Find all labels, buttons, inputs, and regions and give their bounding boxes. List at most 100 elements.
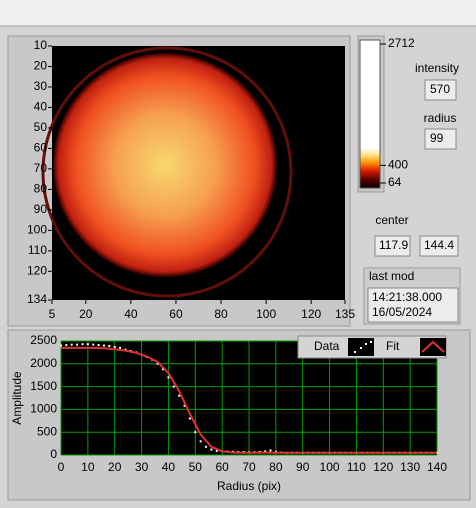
y-tick-label: 100: [27, 223, 47, 237]
y-tick-label: 90: [34, 202, 48, 216]
data-point: [86, 343, 89, 346]
y-tick-label: 10: [34, 38, 48, 52]
data-point: [162, 368, 165, 371]
radius-label: radius: [424, 111, 457, 125]
legend-dot: [354, 351, 356, 353]
fit-line: [61, 346, 437, 454]
data-point: [92, 343, 95, 346]
graph: 0 10 20 30 40 50 60 70 80 90 100 110 120 130 140 0 500 10…: [30, 333, 447, 474]
data-point: [65, 344, 68, 347]
x-tick-label: 100: [256, 307, 276, 321]
data-point: [102, 344, 105, 347]
x-tick-label: 50: [189, 460, 203, 474]
x-tick-label: 70: [242, 460, 256, 474]
x-tick-label: 120: [301, 307, 321, 321]
x-tick-label: 90: [296, 460, 310, 474]
data-point: [199, 440, 202, 443]
data-point: [108, 345, 111, 348]
data-point: [210, 448, 213, 451]
data-point: [167, 376, 170, 379]
y-tick-label: 30: [34, 79, 48, 93]
data-point: [215, 449, 218, 452]
y-tick-label: 0: [50, 447, 57, 461]
data-point: [156, 362, 159, 365]
intensity-label: intensity: [415, 61, 459, 75]
center-x-box: [374, 235, 411, 257]
intensity-box: [424, 79, 457, 101]
y-tick-label: 80: [34, 182, 48, 196]
center-y-value: 144.4: [424, 238, 454, 252]
x-tick-label: 135: [335, 307, 355, 321]
radius-value: 99: [430, 131, 444, 145]
center-x-value: 117.9: [379, 238, 408, 252]
y-tick-label: 134: [27, 292, 47, 306]
data-point: [172, 385, 175, 388]
last-mod-date: 16/05/2024: [372, 305, 432, 319]
x-tick-label: 60: [169, 307, 183, 321]
x-tick-label: 20: [79, 307, 93, 321]
y-tick-label: 500: [37, 424, 57, 438]
y-tick-label: 120: [27, 263, 47, 277]
y-tick-label: 2500: [30, 333, 57, 347]
image-ring: [41, 46, 293, 298]
y-tick-label: 40: [34, 100, 48, 114]
colorbar-ticks: 2712 400 64: [380, 36, 415, 189]
y-tick-label: 60: [34, 141, 48, 155]
y-tick-label: 1500: [30, 379, 57, 393]
data-point: [76, 343, 79, 346]
data-point: [178, 394, 181, 397]
legend: Data Fit: [297, 335, 447, 359]
legend-swatch: [420, 338, 446, 356]
legend-dot: [365, 343, 367, 345]
center-y-box: [419, 235, 459, 257]
x-tick-label: 30: [135, 460, 149, 474]
x-tick-label: 80: [269, 460, 283, 474]
x-tick-label: 60: [215, 460, 229, 474]
x-axis-label: Radius (pix): [217, 479, 281, 493]
last-mod-label: last mod: [369, 269, 414, 283]
y-tick-label: 20: [34, 59, 48, 73]
x-tick-label: 40: [124, 307, 138, 321]
data-point: [194, 431, 197, 434]
image-axes: 5 20 40 60 80 100 120 135 10 20 30 40 50 60 70 80 90 100 1…: [27, 38, 355, 321]
data-point: [264, 450, 267, 453]
x-tick-label: 130: [400, 460, 420, 474]
data-point: [205, 445, 208, 448]
x-tick-label: 100: [320, 460, 340, 474]
data-point: [70, 343, 73, 346]
x-tick-label: 120: [373, 460, 393, 474]
x-tick-label: 10: [81, 460, 95, 474]
colorbar: [359, 39, 381, 189]
x-tick-label: 110: [347, 460, 366, 474]
y-axis-label: Amplitude: [10, 371, 24, 425]
data-point: [97, 344, 100, 347]
x-tick-label: 140: [427, 460, 447, 474]
colorbar-tick-label: 64: [388, 175, 402, 189]
x-tick-label: 40: [162, 460, 176, 474]
y-tick-label: 110: [28, 243, 47, 257]
colorbar-tick-label: 2712: [388, 36, 415, 50]
data-point: [81, 343, 84, 346]
colorbar-tick-label: 400: [388, 158, 408, 172]
data-point: [183, 404, 186, 407]
data-point: [269, 449, 272, 452]
legend-line: [421, 340, 445, 353]
legend-dot: [370, 341, 372, 343]
data-point: [119, 346, 122, 349]
x-tick-label: 80: [214, 307, 228, 321]
data-point: [60, 344, 62, 347]
last-mod-time: 14:21:38.000: [372, 290, 442, 304]
y-tick-label: 50: [34, 120, 48, 134]
data-point: [113, 345, 116, 348]
legend-label: Data: [314, 339, 340, 353]
legend-label: Fit: [386, 339, 400, 353]
title-strip: [0, 0, 476, 26]
x-tick-label: 0: [58, 460, 65, 474]
x-tick-label: 5: [49, 307, 56, 321]
intensity-value: 570: [430, 82, 450, 96]
last-mod-box: [367, 287, 459, 323]
y-tick-label: 70: [34, 161, 48, 175]
image-beam: [53, 53, 277, 277]
